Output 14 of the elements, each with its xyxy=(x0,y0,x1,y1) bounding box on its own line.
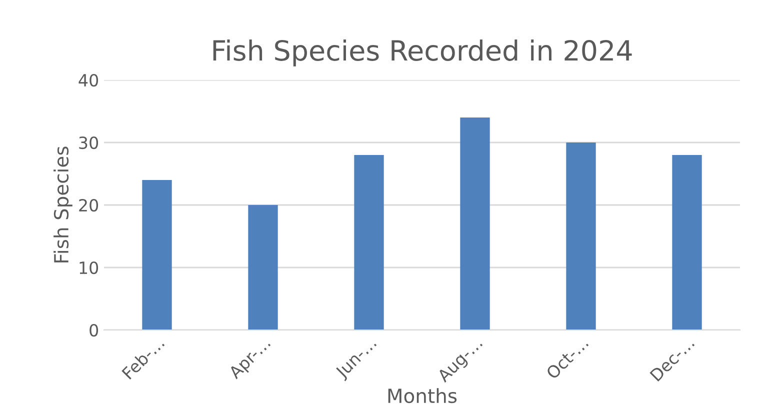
bar xyxy=(672,155,702,330)
bar xyxy=(354,155,384,330)
y-tick-label: 10 xyxy=(80,261,98,274)
bar xyxy=(566,142,596,330)
chart-title: Fish Species Recorded in 2024 xyxy=(213,39,632,66)
bar xyxy=(460,118,490,330)
y-tick-label: 0 xyxy=(90,324,98,337)
bar xyxy=(142,180,172,330)
y-tick-label: 20 xyxy=(79,198,98,212)
y-tick-label: 40 xyxy=(78,74,98,87)
y-tick-label: 30 xyxy=(79,136,98,150)
bar xyxy=(248,205,278,330)
x-axis-title: Months xyxy=(388,388,457,404)
y-axis-title: Fish Species xyxy=(54,146,72,262)
